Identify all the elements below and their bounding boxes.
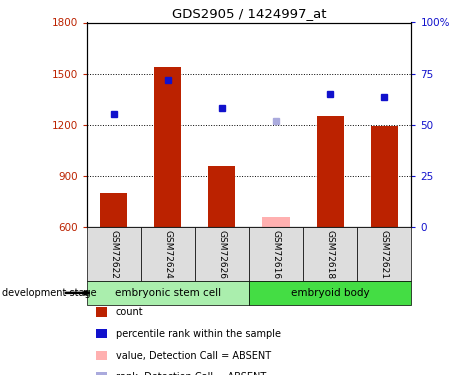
- Bar: [262, 217, 290, 227]
- Text: GSM72621: GSM72621: [380, 230, 389, 279]
- Text: percentile rank within the sample: percentile rank within the sample: [116, 329, 281, 339]
- Bar: [100, 193, 127, 227]
- Text: value, Detection Call = ABSENT: value, Detection Call = ABSENT: [116, 351, 271, 360]
- Bar: [317, 116, 344, 227]
- Bar: [208, 166, 235, 227]
- Title: GDS2905 / 1424997_at: GDS2905 / 1424997_at: [172, 7, 326, 20]
- Bar: [371, 126, 398, 227]
- Text: development stage: development stage: [2, 288, 97, 298]
- Text: GSM72624: GSM72624: [163, 230, 172, 279]
- Bar: [154, 67, 181, 227]
- Text: count: count: [116, 307, 143, 317]
- Text: embryonic stem cell: embryonic stem cell: [115, 288, 221, 298]
- Text: GSM72626: GSM72626: [217, 230, 226, 279]
- Text: GSM72622: GSM72622: [109, 230, 118, 279]
- Text: embryoid body: embryoid body: [291, 288, 369, 298]
- Text: GSM72616: GSM72616: [272, 230, 281, 279]
- Text: GSM72618: GSM72618: [326, 230, 335, 279]
- Text: rank, Detection Call = ABSENT: rank, Detection Call = ABSENT: [116, 372, 266, 375]
